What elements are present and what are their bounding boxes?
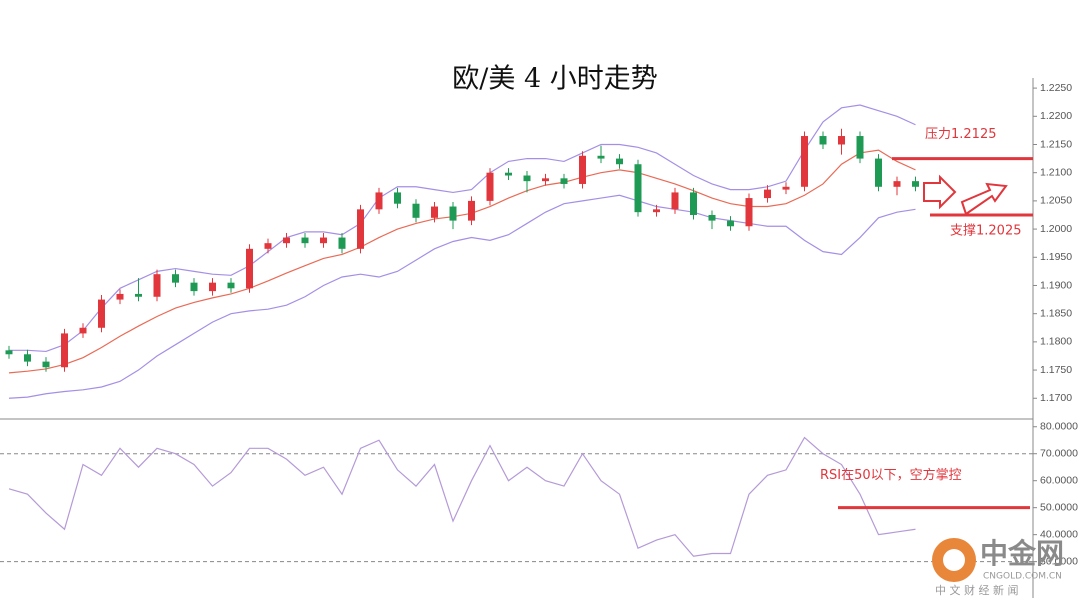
- candle-body: [283, 237, 290, 244]
- arrow: [960, 182, 1008, 216]
- candle-body: [301, 237, 309, 244]
- candle-body: [172, 274, 179, 283]
- line: [8, 149, 916, 374]
- candle-body: [912, 181, 919, 187]
- candle-body: [116, 293, 124, 300]
- candle-body: [79, 327, 87, 334]
- watermark-domain: CNGOLD.COM.CN: [983, 572, 1062, 582]
- candle-body: [431, 206, 438, 218]
- y-tick-label: 40.0000: [1040, 528, 1078, 540]
- candle-body: [819, 136, 827, 145]
- candle-body: [893, 181, 901, 187]
- candle-body: [838, 136, 845, 145]
- candle-body: [634, 164, 642, 213]
- y-tick-label: 1.2250: [1040, 82, 1072, 94]
- y-tick-label: 1.1850: [1040, 307, 1072, 319]
- candle-body: [190, 282, 198, 292]
- candle-body: [375, 192, 383, 210]
- candle-body: [209, 282, 216, 292]
- candle-body: [135, 293, 142, 297]
- candle-body: [42, 361, 50, 368]
- annotation: 压力1.2125: [925, 127, 997, 142]
- candle-body: [764, 189, 771, 199]
- y-tick-label: 60.0000: [1040, 474, 1078, 486]
- candle-body: [468, 200, 475, 221]
- candle-body: [227, 282, 235, 289]
- y-tick-label: 1.1950: [1040, 251, 1072, 263]
- line: [9, 104, 916, 353]
- candle-body: [708, 214, 716, 221]
- candle-body: [727, 220, 734, 227]
- candle-body: [616, 158, 623, 165]
- y-tick-label: 1.2050: [1040, 195, 1072, 207]
- candle-body: [690, 192, 697, 215]
- candle-body: [856, 136, 864, 159]
- candle-body: [412, 203, 420, 218]
- candle-body: [338, 237, 346, 249]
- candle-body: [782, 186, 790, 190]
- y-tick-label: 50.0000: [1040, 501, 1078, 513]
- y-tick-label: 1.1700: [1040, 392, 1072, 404]
- y-tick-label: 1.2150: [1040, 138, 1072, 150]
- candle-body: [153, 274, 161, 297]
- candle-body: [357, 209, 364, 249]
- candle-body: [486, 172, 494, 201]
- candle-body: [5, 350, 13, 355]
- candle-body: [745, 198, 753, 227]
- annotation: RSI在50以下，空方掌控: [820, 467, 962, 483]
- candle-body: [505, 172, 512, 176]
- candle-body: [579, 155, 586, 184]
- watermark-name: 中金网: [980, 537, 1064, 570]
- arrow: [923, 174, 957, 210]
- candle-body: [24, 354, 31, 362]
- candle-body: [320, 237, 327, 244]
- line: [8, 194, 916, 399]
- candle-body: [801, 136, 808, 187]
- candle-body: [61, 333, 68, 368]
- y-tick-label: 1.2000: [1040, 223, 1072, 235]
- candle-body: [597, 155, 605, 159]
- candle-body: [560, 178, 568, 184]
- y-tick-label: 70.0000: [1040, 448, 1078, 460]
- candle-body: [653, 209, 660, 213]
- y-tick-label: 80.0000: [1040, 421, 1078, 433]
- candle-body: [98, 299, 105, 328]
- candle-body: [246, 248, 253, 289]
- chart-title: 欧/美 4 小时走势: [452, 64, 657, 95]
- y-tick-label: 30.0000: [1040, 555, 1078, 567]
- y-tick-label: 1.2200: [1040, 110, 1072, 122]
- y-tick-label: 1.2100: [1040, 166, 1072, 178]
- candle-body: [875, 158, 882, 187]
- line: [8, 436, 916, 557]
- candle-body: [523, 175, 531, 182]
- watermark-slogan: 中 文 财 经 新 闻: [935, 583, 1018, 597]
- logo: [943, 549, 965, 571]
- annotation: 支撑1.2025: [950, 223, 1022, 238]
- candle-body: [671, 192, 679, 210]
- y-tick-label: 1.1750: [1040, 364, 1072, 376]
- y-tick-label: 1.1900: [1040, 279, 1072, 291]
- watermark: 中金网 CNGOLD.COM.CN 中 文 财 经 新 闻: [932, 537, 1064, 597]
- candle-body: [264, 243, 272, 249]
- candle-body: [449, 206, 457, 221]
- candle-body: [394, 192, 401, 204]
- candle-body: [542, 178, 549, 182]
- y-tick-label: 1.1800: [1040, 336, 1072, 348]
